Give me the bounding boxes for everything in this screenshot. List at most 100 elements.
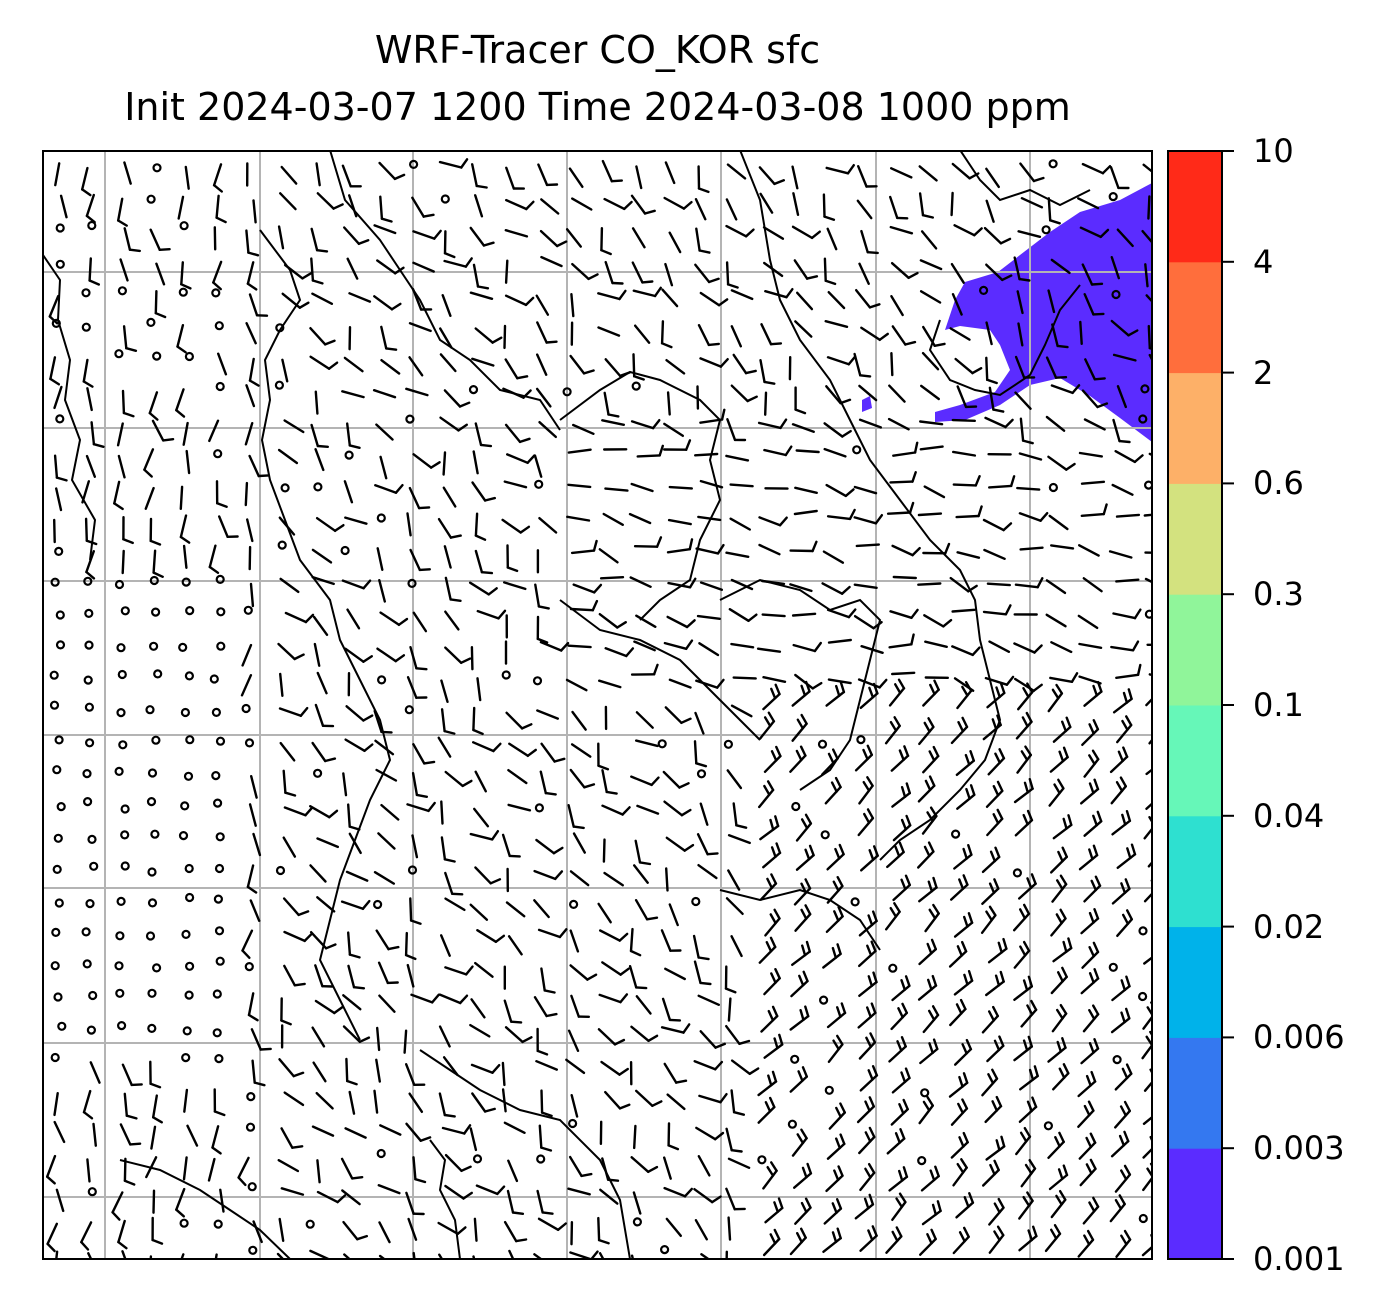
calm-wind-marker — [181, 929, 191, 940]
wind-barb — [888, 384, 906, 403]
wind-barb — [536, 709, 559, 720]
wind-barb — [246, 261, 258, 291]
wind-barb — [1142, 163, 1152, 174]
colorbar-band-5 — [1168, 594, 1222, 706]
calm-wind-marker — [472, 1154, 483, 1164]
calm-wind-marker — [691, 896, 701, 907]
wind-barb — [468, 581, 498, 596]
wind-barb — [920, 384, 940, 401]
wind-barb — [278, 516, 296, 536]
wind-barb — [1110, 1007, 1131, 1034]
wind-barb — [536, 615, 549, 644]
wind-barb — [179, 485, 184, 510]
colorbar-tick-label: 0.04 — [1253, 796, 1325, 835]
wind-barb — [314, 703, 335, 728]
wind-barb — [505, 711, 533, 730]
calm-wind-marker — [216, 607, 226, 617]
wind-barb — [604, 1090, 631, 1110]
wind-barb — [1019, 1065, 1039, 1091]
wind-barb — [823, 257, 837, 286]
wind-barb — [956, 784, 976, 810]
wind-barb — [1109, 165, 1130, 190]
wind-barb — [571, 710, 587, 731]
wind-barb — [506, 1189, 525, 1216]
wind-barb — [1051, 1004, 1068, 1033]
wind-barb — [985, 167, 1000, 189]
wind-barb — [603, 391, 620, 418]
calm-wind-marker — [534, 479, 544, 489]
wind-barb — [918, 938, 937, 966]
calm-wind-marker — [116, 643, 126, 653]
calm-wind-marker — [248, 1245, 258, 1255]
wind-barb — [599, 576, 625, 580]
wind-barb — [1018, 873, 1037, 900]
wind-barb — [853, 352, 872, 378]
calm-wind-marker — [567, 1118, 578, 1129]
wind-barb — [794, 1197, 812, 1225]
wind-barb — [1142, 1115, 1152, 1126]
map-frame — [42, 150, 1153, 1260]
wind-barb — [375, 1058, 381, 1083]
wind-barb — [283, 263, 313, 280]
wind-barb — [567, 448, 592, 454]
wind-barb — [758, 936, 777, 964]
wind-barb — [858, 776, 874, 805]
wind-barb — [176, 324, 187, 354]
wind-barb — [793, 1162, 813, 1189]
wind-barb — [444, 965, 474, 976]
wind-barb — [572, 583, 603, 594]
wind-barb — [282, 836, 297, 858]
wind-barb — [794, 904, 812, 932]
wind-barb — [569, 929, 580, 953]
wind-barb — [726, 163, 747, 180]
calm-wind-marker — [215, 574, 225, 585]
wind-barb — [954, 357, 983, 375]
wind-barb — [472, 706, 484, 736]
wind-barb — [597, 902, 612, 924]
calm-wind-marker — [1108, 192, 1118, 202]
wind-barb — [1050, 966, 1068, 995]
wind-barb — [343, 356, 364, 373]
wind-barb — [570, 743, 592, 758]
wind-barb — [696, 614, 721, 620]
wind-barb — [439, 353, 457, 373]
wind-barb — [476, 609, 507, 620]
calm-wind-marker — [152, 963, 162, 973]
wind-barb — [757, 1096, 776, 1124]
calm-wind-marker — [404, 705, 414, 715]
wind-barb — [823, 1198, 843, 1225]
wind-barb — [952, 475, 981, 487]
calm-wind-marker — [184, 990, 194, 1000]
calm-wind-marker — [1112, 1054, 1122, 1065]
wind-barb — [380, 359, 401, 375]
wind-barb — [372, 389, 397, 399]
wind-barb — [474, 327, 503, 344]
wind-barb — [503, 581, 527, 591]
wind-barb — [699, 802, 709, 826]
calm-wind-marker — [81, 927, 91, 937]
wind-barb — [279, 741, 296, 762]
wind-barb — [698, 642, 720, 657]
wind-barb — [570, 994, 590, 1018]
wind-barb — [90, 421, 105, 448]
wind-barb — [758, 166, 785, 186]
wind-barb — [892, 441, 919, 457]
wind-barb — [1020, 196, 1044, 209]
calm-wind-marker — [214, 321, 224, 331]
wind-barb — [280, 1187, 305, 1196]
wind-barb — [663, 800, 692, 817]
wind-barb — [348, 832, 362, 855]
wind-barb — [951, 645, 981, 657]
calm-wind-marker — [56, 801, 66, 812]
calm-wind-marker — [183, 771, 194, 781]
wind-barb — [342, 1025, 371, 1044]
wind-barb — [762, 842, 782, 869]
wind-barb — [442, 486, 457, 508]
wind-barb — [346, 422, 361, 449]
wind-barb — [150, 1125, 157, 1150]
wind-barb — [694, 263, 720, 284]
wind-barb — [184, 165, 190, 190]
wind-barb — [439, 416, 468, 432]
wind-barb — [438, 1253, 444, 1259]
calm-wind-marker — [340, 545, 350, 556]
